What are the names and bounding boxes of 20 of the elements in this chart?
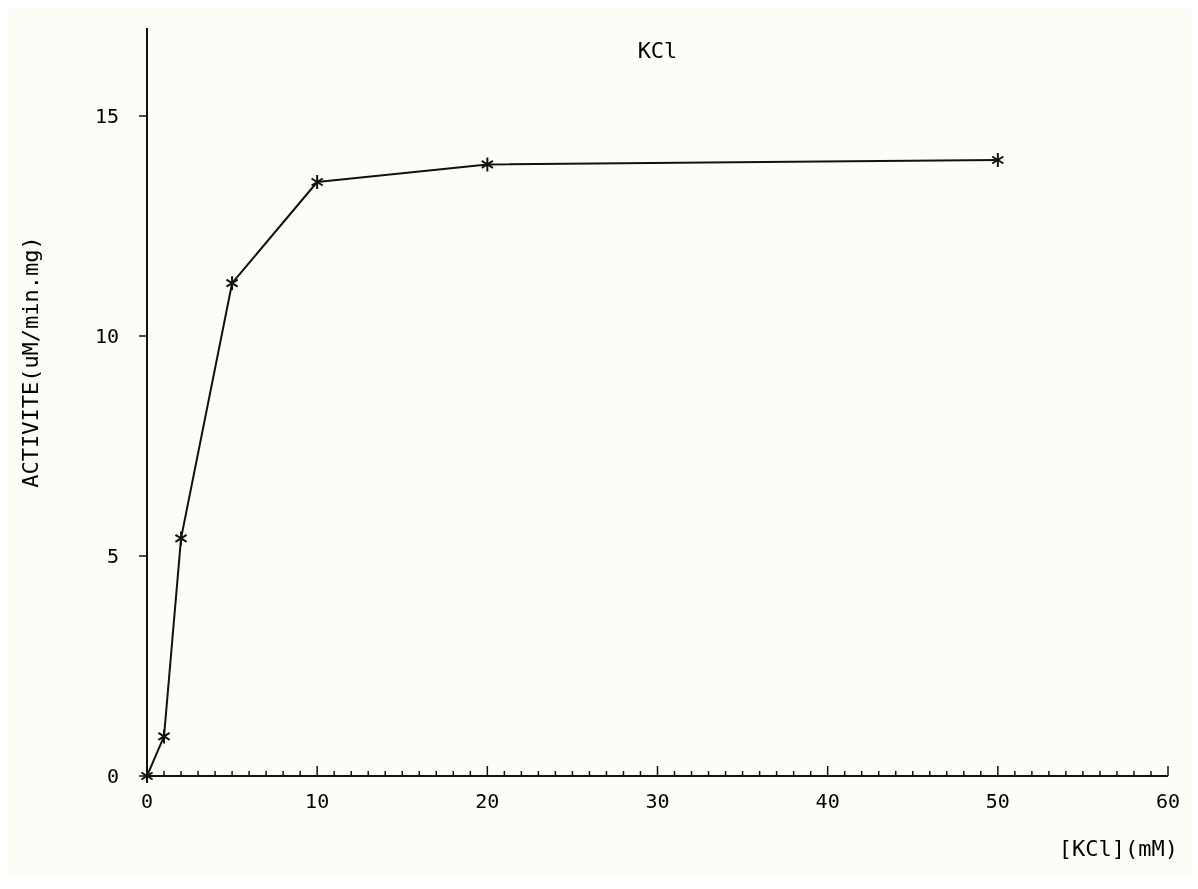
y-tick-label: 15 xyxy=(94,104,119,128)
text: KCl xyxy=(637,38,678,63)
point xyxy=(174,530,188,547)
x-tick-label: 50 xyxy=(985,789,1010,813)
point xyxy=(991,152,1005,168)
y-tick-label: 0 xyxy=(106,764,119,788)
point xyxy=(480,156,494,173)
x-tick-label: 0 xyxy=(140,789,154,813)
x-tick-label: 40 xyxy=(815,789,840,813)
x-axis-title: [KCl](mM) xyxy=(1058,836,1178,861)
x-tick-label: 30 xyxy=(645,789,670,813)
x-tick-label: 10 xyxy=(305,789,330,813)
y-tick-label: 5 xyxy=(106,544,119,568)
x-tick-label: 60 xyxy=(1155,789,1181,813)
point xyxy=(157,728,171,745)
point xyxy=(310,174,324,190)
y-axis-title: ACTIVITE(uM/min.mg) xyxy=(18,236,43,488)
point xyxy=(225,275,239,292)
y-tick-label: 10 xyxy=(94,324,119,348)
x-tick-label: 20 xyxy=(475,789,500,813)
